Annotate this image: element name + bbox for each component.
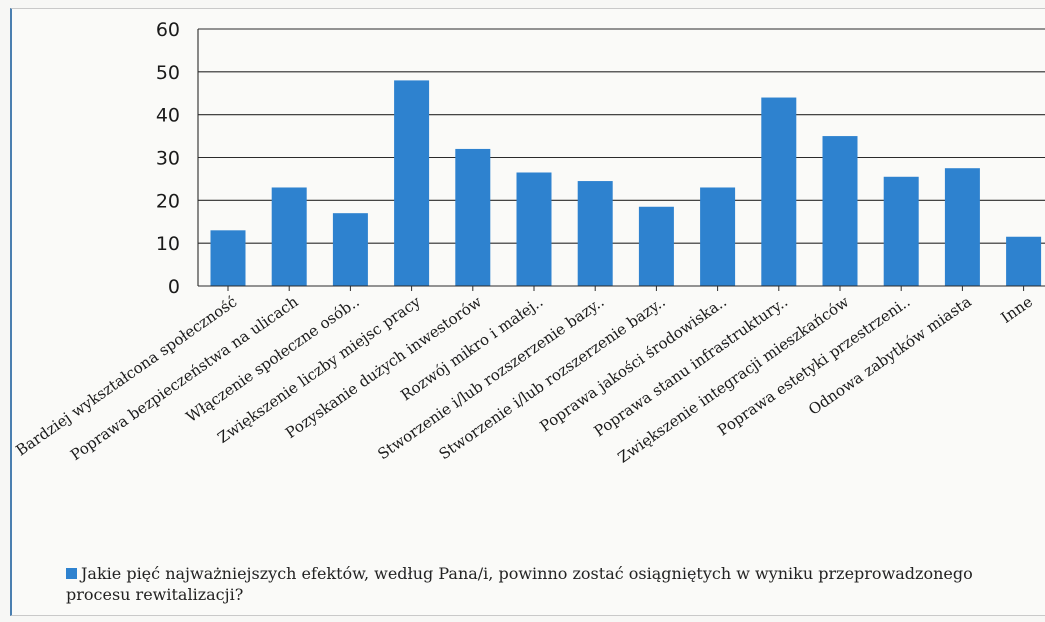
bar [455, 148, 491, 286]
y-tick-label: 60 [156, 19, 180, 41]
x-tick-label: Stworzenie i/lub rozszerzenie bazy.. [374, 293, 607, 464]
y-tick-label: 30 [156, 148, 180, 170]
bar [210, 230, 246, 286]
bar [944, 168, 980, 286]
x-tick-label: Bardziej wykształcona społeczność [12, 293, 240, 460]
legend-swatch [66, 568, 77, 579]
bar [394, 80, 430, 287]
bar [638, 206, 674, 286]
y-tick-label: 0 [168, 276, 180, 298]
y-tick-label: 40 [156, 105, 180, 127]
bar [271, 187, 307, 286]
bar [332, 213, 368, 286]
x-tick-label: Poprawa bezpieczeństwa na ulicach [67, 292, 302, 464]
y-tick-label: 50 [156, 62, 180, 84]
bar [577, 181, 613, 286]
chart-frame [10, 8, 1045, 616]
bar [1006, 236, 1042, 286]
legend-label: Jakie pięć najważniejszych efektów, wedł… [66, 564, 973, 604]
legend: Jakie pięć najważniejszych efektów, wedł… [66, 563, 996, 605]
bar [516, 172, 552, 286]
bar [822, 136, 858, 286]
x-tick-label: Inne [998, 292, 1036, 326]
bar [700, 187, 736, 286]
y-tick-label: 10 [156, 233, 180, 255]
bar [761, 97, 797, 287]
bar [883, 176, 919, 286]
y-tick-label: 20 [156, 190, 180, 212]
